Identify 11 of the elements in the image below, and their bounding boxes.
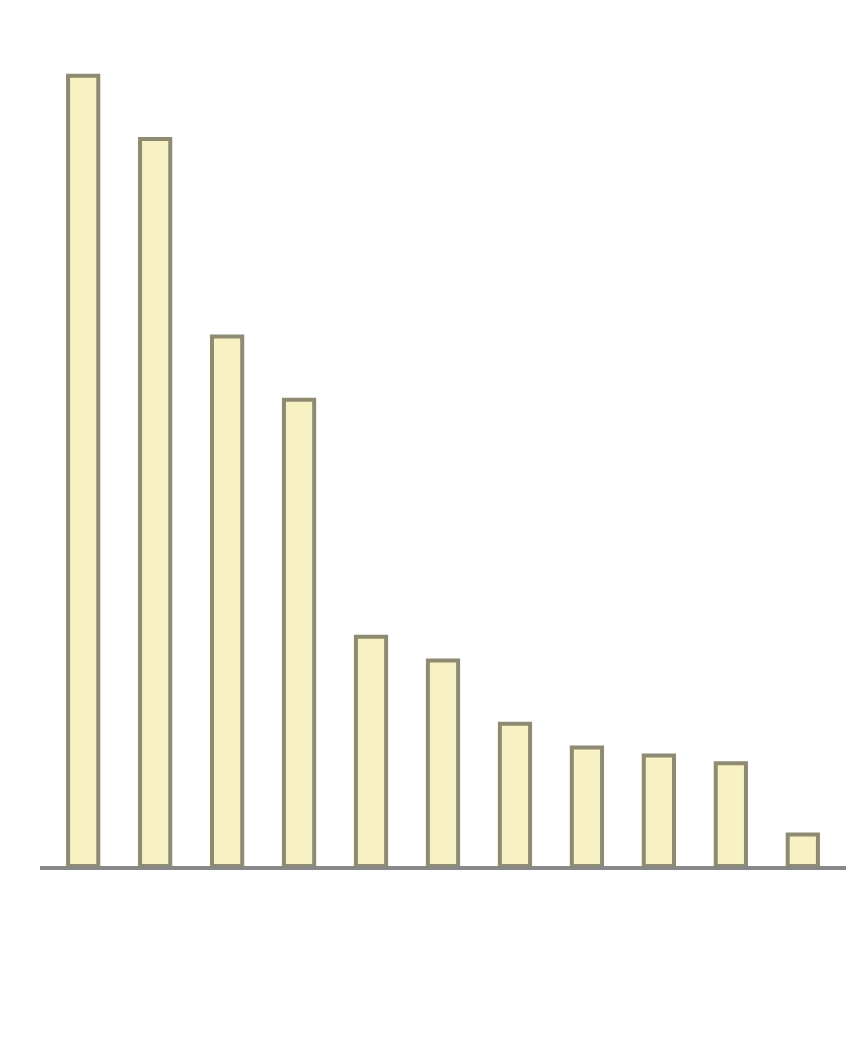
bar xyxy=(281,397,317,866)
bar xyxy=(641,753,676,866)
bar xyxy=(425,658,461,866)
bar xyxy=(497,721,533,866)
bar xyxy=(785,832,820,866)
bar xyxy=(713,761,748,866)
bar xyxy=(138,137,173,866)
bar xyxy=(353,634,389,866)
bar xyxy=(569,745,605,866)
bar xyxy=(66,73,101,866)
bar xyxy=(210,334,245,866)
